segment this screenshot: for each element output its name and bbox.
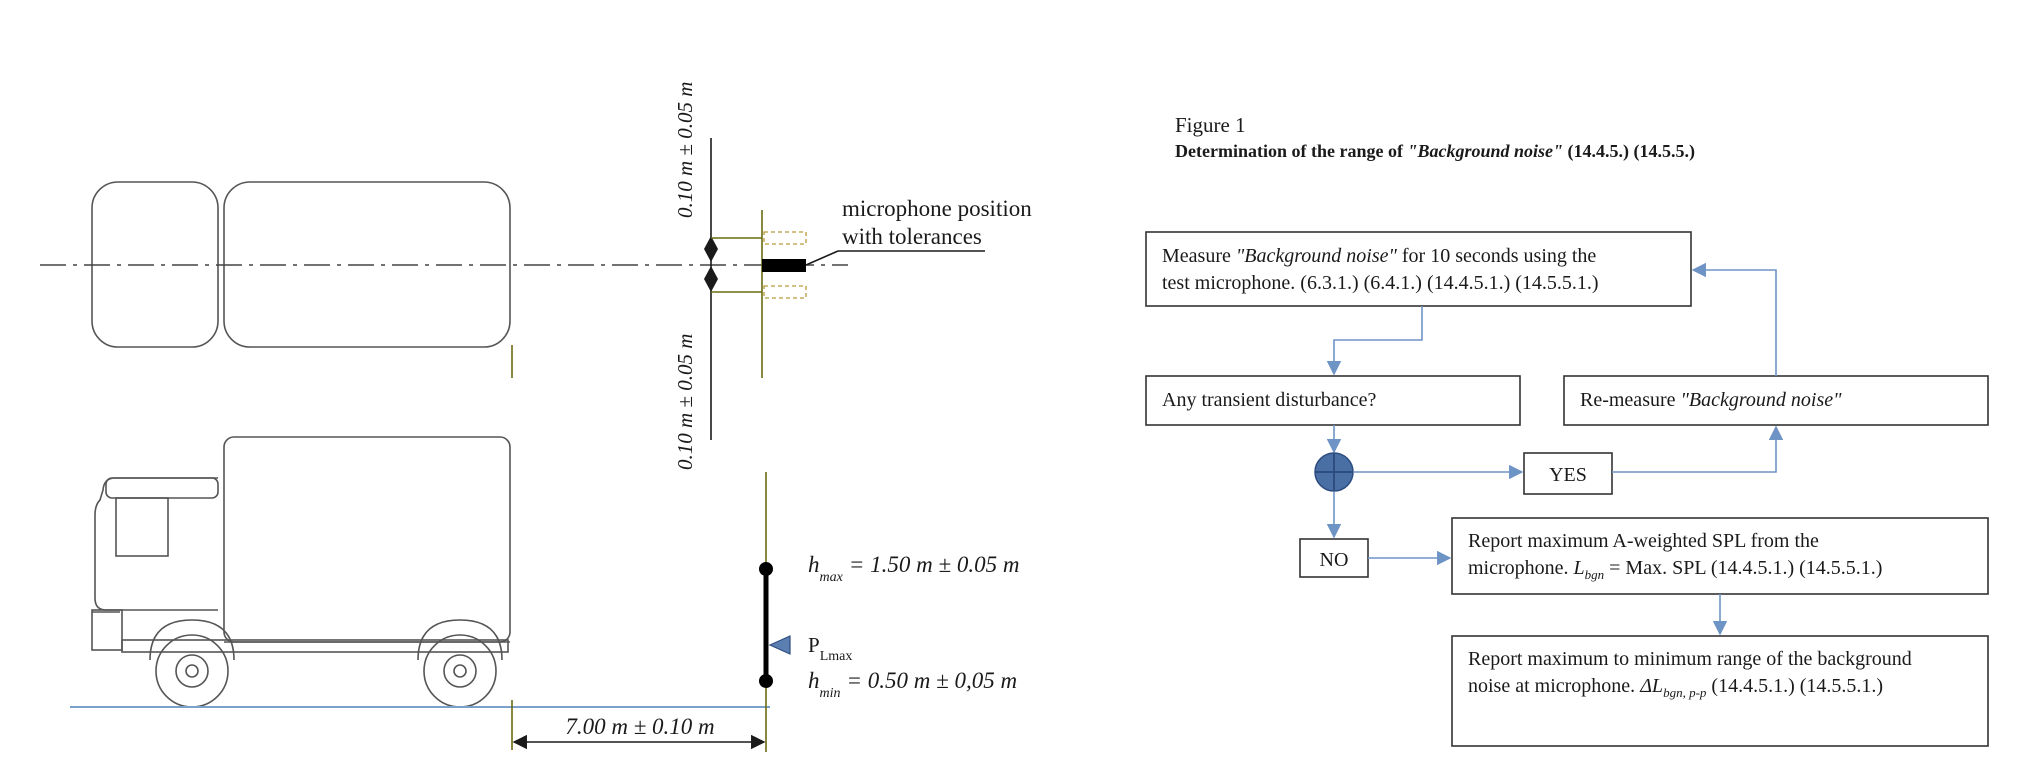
plmax-label: PLmax [808, 633, 852, 664]
box5-line1: Report maximum to minimum range of the b… [1468, 648, 1912, 670]
transient-disturbance-box [1145, 375, 1521, 426]
tolerance-label-top: 0.10 m ± 0.05 m [673, 82, 697, 218]
box5-line2: noise at microphone. ΔLbgn, p-p (14.4.5.… [1468, 675, 1883, 700]
box4-line1: Report maximum A-weighted SPL from the [1468, 530, 1819, 552]
mic-label-line1: microphone position [842, 196, 1032, 221]
no-box [1299, 538, 1369, 578]
box3-text: Re-measure "Background noise" [1580, 389, 1842, 411]
mic-tolerance-upper [763, 231, 807, 245]
hmax-point [759, 562, 773, 576]
figure-title: Determination of the range of "Backgroun… [1175, 141, 1695, 162]
report-range-box [1451, 635, 1989, 747]
report-max-spl-box [1451, 517, 1989, 595]
hmin-label: hmin= 0.50 m ± 0,05 m [808, 668, 1017, 701]
mic-label-line2: with tolerances [842, 224, 982, 249]
flow-yes-to-box3 [1612, 425, 1784, 473]
microphone-triangle-icon [768, 635, 791, 655]
hmax-label: hmax= 1.50 m ± 0.05 m [808, 552, 1019, 585]
yes-label: YES [1549, 464, 1587, 486]
box1-line1: Measure "Background noise" for 10 second… [1162, 245, 1596, 267]
mic-tolerance-lower [763, 285, 807, 299]
yes-box [1523, 452, 1613, 495]
no-label: NO [1320, 549, 1349, 571]
truck-side-view [91, 436, 511, 708]
distance-label: 7.00 m ± 0.10 m [565, 714, 714, 739]
hmin-point [759, 674, 773, 688]
flow-box3-to-box1 [1691, 262, 1777, 376]
microphone-symbol [762, 259, 806, 272]
mic-leader-line [805, 250, 839, 266]
tolerance-diamond-bottom [704, 266, 718, 292]
figure-label: Figure 1 [1175, 113, 1246, 137]
flow-box1-to-box2 [1326, 306, 1423, 376]
decision-junction-icon [1314, 452, 1354, 492]
box1-line2: test microphone. (6.3.1.) (6.4.1.) (14.4… [1162, 272, 1599, 294]
tolerance-label-bottom: 0.10 m ± 0.05 m [673, 334, 697, 470]
tolerance-diamond-top [704, 236, 718, 262]
measure-background-noise-box [1145, 231, 1692, 307]
box4-line2: microphone. Lbgn = Max. SPL (14.4.5.1.) … [1468, 557, 1882, 582]
box2-text: Any transient disturbance? [1162, 389, 1376, 411]
